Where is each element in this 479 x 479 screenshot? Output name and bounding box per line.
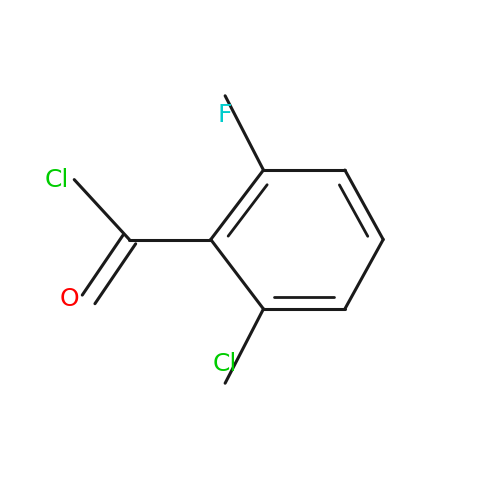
Text: F: F: [218, 103, 232, 127]
Text: Cl: Cl: [213, 352, 237, 376]
Text: O: O: [59, 287, 79, 311]
Text: Cl: Cl: [45, 168, 69, 192]
